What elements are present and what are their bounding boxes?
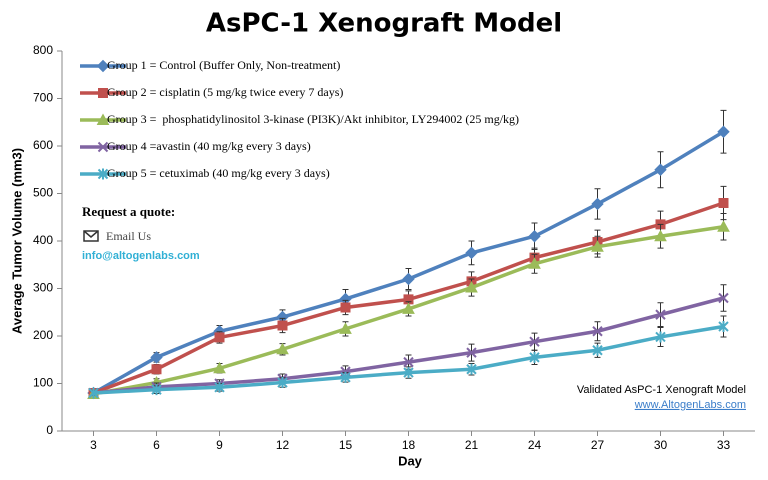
email-icon[interactable] (83, 230, 99, 242)
x-tick-label: 12 (276, 438, 290, 452)
legend-marker (98, 88, 108, 98)
legend-label: Group 5 = cetuximab (40 mg/kg every 3 da… (107, 166, 330, 180)
legend-marker (96, 59, 110, 73)
x-tick-label: 21 (465, 438, 479, 452)
footer-url[interactable]: www.AltogenLabs.com (634, 399, 746, 411)
marker (655, 309, 666, 320)
x-tick-label: 18 (402, 438, 416, 452)
email-address[interactable]: info@altogenlabs.com (82, 250, 200, 262)
marker (340, 371, 351, 383)
marker (717, 220, 730, 232)
email-link[interactable]: Email Us (106, 229, 151, 243)
marker (466, 363, 477, 375)
marker (655, 331, 666, 343)
y-tick-label: 0 (46, 423, 53, 437)
legend-label: Group 3 = phosphatidylinositol 3-kinase … (107, 112, 519, 126)
marker (592, 326, 603, 337)
y-tick-label: 800 (33, 43, 53, 57)
y-tick-label: 100 (33, 376, 53, 390)
y-axis-title: Average Tumor Volume (mm3) (9, 148, 24, 334)
marker (465, 281, 478, 293)
marker (402, 272, 415, 286)
marker (151, 364, 162, 375)
marker (591, 197, 604, 211)
x-tick-label: 33 (717, 438, 731, 452)
legend-marker (96, 113, 110, 125)
legend-marker (97, 168, 109, 180)
x-axis-title: Day (398, 453, 423, 468)
marker (717, 125, 730, 138)
marker (529, 336, 540, 347)
y-tick-label: 300 (33, 281, 53, 295)
x-tick-label: 15 (339, 438, 353, 452)
quote-heading: Request a quote: (82, 204, 175, 219)
legend-marker (97, 141, 109, 153)
chart-title: AsPC-1 Xenograft Model (206, 9, 562, 39)
marker (465, 246, 478, 260)
x-tick-label: 9 (216, 438, 223, 452)
marker (403, 356, 414, 368)
marker (403, 367, 414, 379)
marker (339, 322, 352, 334)
y-tick-label: 200 (33, 328, 53, 342)
marker (528, 257, 541, 269)
y-tick-label: 500 (33, 186, 53, 200)
marker (214, 381, 225, 393)
legend-label: Group 1 = Control (Buffer Only, Non-trea… (107, 58, 340, 72)
marker (277, 320, 288, 331)
y-tick-label: 700 (33, 91, 53, 105)
marker (466, 347, 477, 358)
marker (150, 351, 163, 364)
x-tick-label: 24 (528, 438, 542, 452)
x-tick-label: 30 (654, 438, 668, 452)
marker (654, 229, 667, 242)
marker (654, 163, 667, 176)
legend-label: Group 4 =avastin (40 mg/kg every 3 days) (107, 139, 311, 153)
y-tick-label: 600 (33, 138, 53, 152)
marker (718, 321, 729, 332)
marker (213, 361, 226, 374)
x-tick-label: 3 (90, 438, 97, 452)
footer-caption: Validated AsPC-1 Xenograft Model (577, 384, 746, 396)
marker (591, 240, 604, 252)
marker (528, 230, 541, 243)
marker (529, 351, 540, 363)
marker (340, 302, 351, 313)
marker (276, 342, 289, 355)
y-tick-label: 400 (33, 233, 53, 247)
marker (151, 384, 162, 396)
marker (718, 198, 729, 208)
marker (592, 344, 603, 356)
x-tick-label: 6 (153, 438, 160, 452)
legend-label: Group 2 = cisplatin (5 mg/kg twice every… (107, 85, 343, 99)
marker (277, 377, 288, 389)
x-tick-label: 27 (591, 438, 605, 452)
marker (402, 302, 415, 314)
marker (718, 292, 729, 304)
marker (214, 332, 225, 343)
marker (88, 387, 99, 399)
